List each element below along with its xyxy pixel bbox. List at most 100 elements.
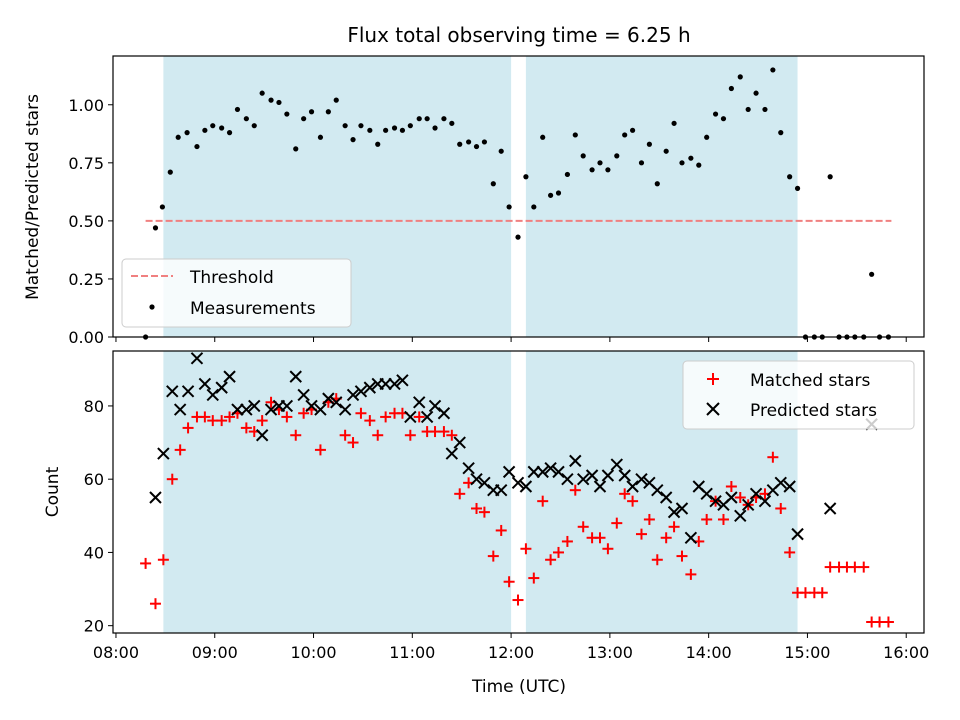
matched-star-point (380, 411, 392, 423)
measurement-point (506, 204, 512, 210)
matched-star-point (725, 481, 737, 493)
measurement-point (663, 148, 669, 154)
x-tick-label: 16:00 (883, 643, 929, 662)
predicted-star-point (231, 403, 244, 416)
measurement-point (441, 116, 447, 122)
predicted-star-point (149, 491, 162, 504)
y-tick-label: 0.25 (68, 270, 104, 289)
predicted-star-point (651, 483, 664, 497)
matched-star-point (882, 616, 894, 628)
predicted-star-point (413, 396, 426, 409)
measurement-point (383, 127, 389, 133)
measurement-point (350, 137, 356, 143)
predicted-star-point (190, 352, 204, 365)
measurement-point (778, 130, 784, 136)
x-tick-label: 10:00 (290, 643, 336, 662)
y-tick-label: 0.50 (68, 212, 104, 231)
predicted-star-point (470, 472, 483, 486)
predicted-star-point (569, 454, 582, 468)
matched-star-point (495, 524, 507, 536)
y-tick-label: 80 (84, 397, 104, 416)
predicted-star-point (215, 381, 228, 394)
measurement-point (175, 134, 181, 140)
matched-star-point (166, 473, 178, 485)
predicted-star-point (314, 403, 327, 416)
bottom-legend-box (682, 360, 915, 430)
matched-star-point (668, 521, 680, 533)
x-tick-label: 13:00 (587, 643, 633, 662)
measurement-point (251, 123, 257, 129)
predicted-star-point (585, 469, 599, 482)
x-axis-label: Time (UTC) (471, 677, 566, 697)
measurement-point (589, 167, 595, 173)
measurement-point (259, 90, 265, 96)
bottom-x-axis: 08:00 09:00 10:00 11:00 12:00 13:00 14:00 15:00… (93, 633, 929, 662)
measurement-point (490, 181, 496, 187)
matched-star-point (372, 429, 384, 441)
predicted-star-point (437, 407, 451, 420)
top-x-ticks (115, 337, 907, 342)
predicted-star-point (379, 377, 392, 391)
predicted-star-point (593, 480, 607, 493)
top-axes-frame (112, 55, 925, 338)
predicted-star-point (453, 436, 466, 449)
predicted-star-point (502, 465, 516, 479)
predicted-star-point (264, 403, 278, 416)
predicted-star-point (297, 388, 310, 402)
matched-star-point (643, 513, 655, 525)
predicted-star-point (322, 392, 335, 405)
matched-star-point (701, 513, 713, 525)
matched-star-point (594, 532, 606, 544)
measurement-point (194, 143, 200, 150)
matched-star-point (503, 576, 515, 588)
matched-legend-swatch (707, 373, 719, 385)
matched-star-point (520, 543, 532, 555)
predicted-star-point (741, 498, 755, 512)
matched-star-point (545, 554, 557, 566)
y-tick-label: 20 (84, 617, 104, 636)
top-legend: Threshold Measurements (121, 258, 352, 328)
predicted-star-point (181, 385, 195, 398)
measurement-point (827, 174, 833, 180)
measurement-point (580, 153, 586, 159)
top-panel: 0.00 0.25 0.50 0.75 1.00 Matched/Predicted s… (23, 55, 925, 347)
matched-star-point (216, 415, 228, 427)
predicted-star-point (791, 527, 804, 541)
predicted-stars-series (149, 352, 878, 544)
chart-title: Flux total observing time = 6.25 h (347, 23, 690, 47)
matched-stars-series (140, 393, 894, 628)
measurement-point (466, 139, 472, 145)
predicted-star-point (330, 396, 343, 409)
measurement-point (317, 134, 324, 140)
matched-star-point (454, 488, 466, 500)
predicted-star-point (576, 472, 590, 486)
matched-star-point (140, 557, 152, 569)
measurement-point (473, 143, 480, 150)
measurement-point (572, 132, 578, 138)
x-tick-label: 09:00 (192, 643, 238, 662)
predicted-star-point (462, 461, 475, 475)
x-tick-label: 08:00 (93, 643, 139, 662)
predicted-star-point (305, 399, 318, 413)
measurements-legend-label: Measurements (190, 299, 316, 319)
measurement-point (481, 139, 488, 145)
predicted-star-point (774, 476, 787, 490)
predicted-star-point (280, 399, 294, 413)
predicted-legend-swatch (706, 402, 720, 416)
measurement-point (367, 127, 373, 133)
measurement-point (515, 234, 521, 240)
y-tick-label: 0.75 (68, 154, 104, 173)
measurement-point (605, 167, 611, 173)
measurement-point (629, 127, 636, 133)
measurement-point (745, 106, 751, 113)
measurement-point (432, 125, 438, 131)
predicted-star-point (223, 370, 236, 383)
predicted-star-point (544, 461, 557, 475)
predicted-star-point (709, 494, 722, 508)
measurement-point (753, 90, 759, 96)
measurement-point (210, 123, 216, 129)
measurement-point (293, 146, 299, 152)
measurement-point (523, 174, 529, 180)
measurement-point (358, 123, 364, 129)
matched-legend-label: Matched stars (750, 371, 870, 391)
